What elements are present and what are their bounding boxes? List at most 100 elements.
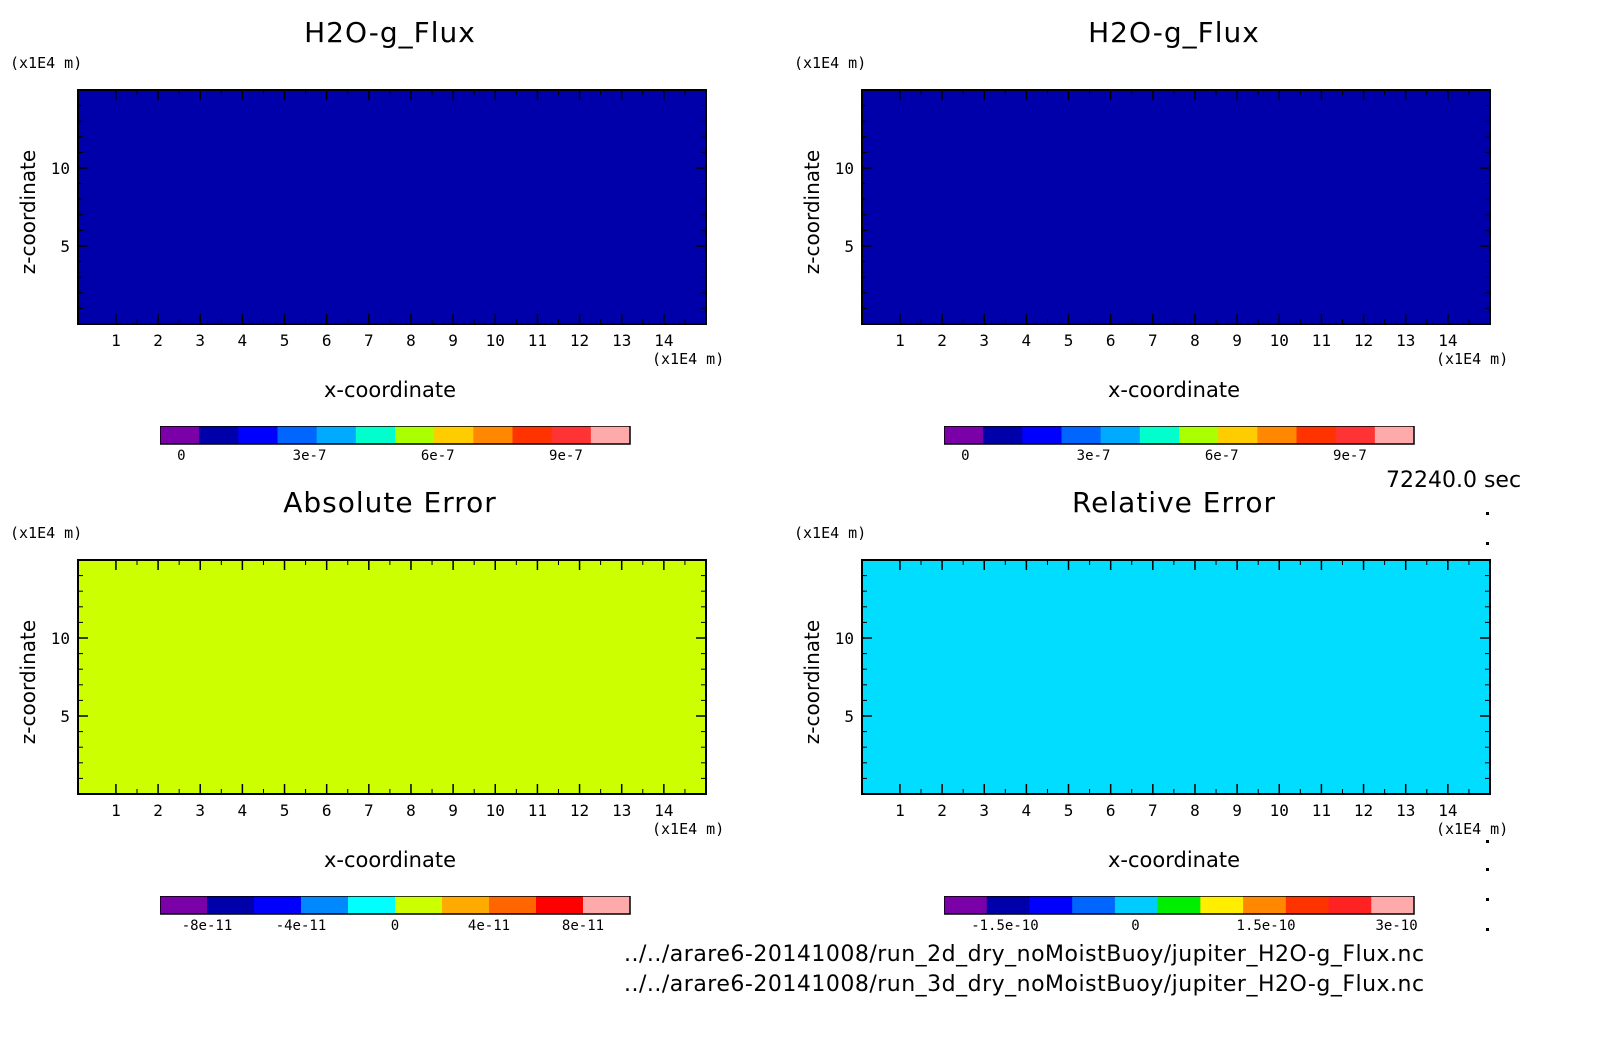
panel-title: H2O-g_Flux — [1088, 16, 1260, 49]
x-tick-label: 13 — [1396, 331, 1415, 350]
colorbar-swatch — [1218, 426, 1258, 444]
colorbar-swatch — [301, 896, 349, 914]
x-tick-label: 1 — [111, 801, 121, 820]
colorbar-tick-label: 3e-10 — [1376, 918, 1418, 934]
colorbar-swatch — [583, 896, 631, 914]
x-unit-label: (x1E4 m) — [1436, 820, 1509, 838]
x-tick-label: 9 — [448, 331, 458, 350]
x-unit-label: (x1E4 m) — [652, 350, 725, 368]
x-tick-label: 8 — [1190, 331, 1200, 350]
y-tick-label: 10 — [835, 629, 854, 648]
colorbar-swatch — [944, 426, 984, 444]
x-tick-label: 11 — [1312, 331, 1331, 350]
x-tick-label: 6 — [1106, 331, 1116, 350]
x-tick-label: 6 — [322, 801, 332, 820]
x-tick-label: 1 — [895, 801, 905, 820]
x-tick-label: 5 — [1064, 801, 1074, 820]
x-tick-label: 3 — [979, 801, 989, 820]
x-tick-label: 8 — [1190, 801, 1200, 820]
colorbar-swatch — [160, 896, 208, 914]
colorbar-swatch — [207, 896, 255, 914]
colorbar-swatch — [983, 426, 1023, 444]
colorbar-swatch — [254, 896, 302, 914]
colorbar-swatch — [1022, 426, 1062, 444]
colorbar-swatch — [1285, 896, 1330, 914]
x-tick-label: 14 — [654, 331, 673, 350]
colorbar-tick-label: -4e-11 — [276, 918, 327, 934]
x-tick-label: 5 — [1064, 331, 1074, 350]
x-tick-label: 2 — [153, 331, 163, 350]
x-tick-label: 9 — [1232, 331, 1242, 350]
colorbar-tick-label: 9e-7 — [1333, 448, 1367, 464]
field-fill — [862, 560, 1490, 794]
x-tick-label: 13 — [612, 801, 631, 820]
colorbar-swatch — [944, 896, 988, 914]
colorbar-swatch — [434, 426, 474, 444]
decorative-dot — [1486, 512, 1489, 515]
x-unit-label: (x1E4 m) — [1436, 350, 1509, 368]
x-tick-label: 4 — [1022, 801, 1032, 820]
x-axis-label: x-coordinate — [1107, 848, 1240, 872]
colorbar-tick-label: 6e-7 — [1205, 448, 1239, 464]
colorbar-tick-label: -8e-11 — [182, 918, 233, 934]
colorbar-swatch — [1179, 426, 1219, 444]
field-fill — [78, 90, 706, 324]
x-tick-label: 1 — [895, 331, 905, 350]
colorbar: 0 3e-7 6e-7 9e-7 — [944, 426, 1415, 464]
x-tick-label: 5 — [280, 331, 290, 350]
y-unit-label: (x1E4 m) — [794, 54, 867, 72]
x-tick-label: 13 — [612, 331, 631, 350]
x-tick-label: 4 — [238, 801, 248, 820]
colorbar-swatch — [1328, 896, 1372, 914]
colorbar-swatch — [277, 426, 318, 444]
colorbar-swatch — [160, 426, 200, 444]
colorbar-frame — [944, 426, 1415, 445]
colorbar-swatch — [1072, 896, 1116, 914]
time-label: 72240.0 sec — [1386, 468, 1522, 493]
x-tick-label: 11 — [528, 801, 547, 820]
x-tick-label: 8 — [406, 801, 416, 820]
colorbar-frame — [160, 426, 631, 445]
colorbar-swatch — [1257, 426, 1297, 444]
x-tick-label: 12 — [1354, 801, 1373, 820]
x-tick-label: 5 — [280, 801, 290, 820]
colorbar-tick-label: 4e-11 — [468, 918, 510, 934]
x-tick-label: 6 — [322, 331, 332, 350]
x-tick-label: 12 — [570, 331, 589, 350]
x-tick-label: 2 — [937, 801, 947, 820]
plot-frame — [861, 559, 1491, 795]
colorbar-swatch — [1029, 896, 1073, 914]
colorbar-tick-label: 0 — [391, 918, 399, 934]
colorbar-tick-label: 9e-7 — [549, 448, 583, 464]
x-tick-label: 7 — [364, 331, 374, 350]
colorbar-tick-label: 0 — [1131, 918, 1139, 934]
colorbar-frame — [944, 896, 1415, 915]
y-unit-label: (x1E4 m) — [10, 524, 83, 542]
x-tick-label: 4 — [238, 331, 248, 350]
colorbar-swatch — [1157, 896, 1201, 914]
decorative-dot — [1486, 868, 1489, 871]
colorbar-tick-label: 1.5e-10 — [1237, 918, 1296, 934]
source-file-3d: ../../arare6-20141008/run_3d_dry_noMoist… — [624, 972, 1425, 997]
y-tick-label: 5 — [60, 707, 70, 726]
colorbar-swatch — [442, 896, 490, 914]
panel-title: Absolute Error — [283, 486, 497, 519]
panel-title: Relative Error — [1071, 486, 1277, 519]
colorbar-swatch — [316, 426, 357, 444]
colorbar-swatch — [489, 896, 537, 914]
colorbar-swatch — [1061, 426, 1102, 444]
x-tick-label: 1 — [111, 331, 121, 350]
colorbar: -8e-11 -4e-11 0 4e-11 8e-11 — [160, 896, 631, 934]
decorative-dot — [1486, 898, 1489, 901]
x-tick-label: 14 — [1438, 331, 1457, 350]
colorbar-tick-label: 0 — [961, 448, 969, 464]
x-axis-label: x-coordinate — [1107, 378, 1240, 402]
x-tick-label: 11 — [1312, 801, 1331, 820]
colorbar-swatch — [395, 896, 443, 914]
